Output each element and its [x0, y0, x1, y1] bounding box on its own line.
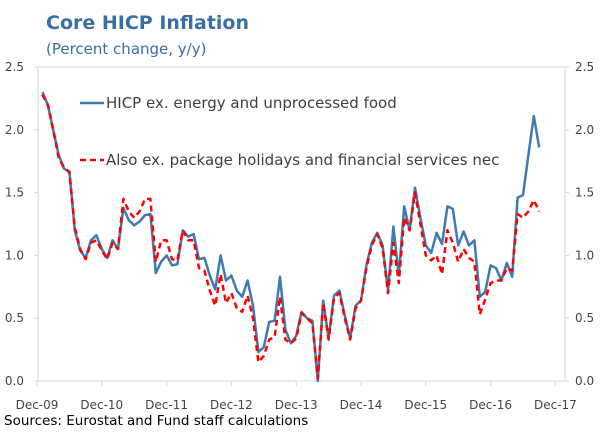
plot-frame	[37, 66, 566, 382]
y-tick-label-right: 2.0	[575, 123, 594, 137]
x-tick-label: Dec-09	[16, 398, 59, 412]
y-tick-label-right: 1.5	[575, 186, 594, 200]
legend-label-1: HICP ex. energy and unprocessed food	[106, 94, 397, 112]
y-tick-label-left: 0.0	[5, 374, 24, 388]
x-tick-label: Dec-14	[340, 398, 383, 412]
y-tick-label-left: 2.5	[5, 60, 24, 74]
chart-title: Core HICP Inflation	[46, 12, 249, 34]
x-tick-label: Dec-13	[275, 398, 318, 412]
y-tick-label-left: 1.5	[5, 186, 24, 200]
x-tick-label: Dec-12	[210, 398, 253, 412]
legend-label-2: Also ex. package holidays and financial …	[106, 151, 499, 169]
chart-source: Sources: Eurostat and Fund staff calcula…	[4, 413, 309, 429]
y-tick-label-right: 0.0	[575, 374, 594, 388]
x-tick-label: Dec-11	[145, 398, 188, 412]
y-tick-label-left: 1.0	[5, 248, 24, 262]
y-tick-label-left: 2.0	[5, 123, 24, 137]
chart-subtitle: (Percent change, y/y)	[46, 40, 207, 58]
series-line-1	[41, 91, 541, 383]
y-tick-label-right: 1.0	[575, 248, 594, 262]
x-tick-label: Dec-10	[80, 398, 123, 412]
x-tick-label: Dec-16	[469, 398, 512, 412]
x-tick-label: Dec-15	[404, 398, 447, 412]
y-tick-label-right: 0.5	[575, 311, 594, 325]
x-tick-label: Dec-17	[534, 398, 577, 412]
y-tick-label-right: 2.5	[575, 60, 594, 74]
y-tick-label-left: 0.5	[5, 311, 24, 325]
